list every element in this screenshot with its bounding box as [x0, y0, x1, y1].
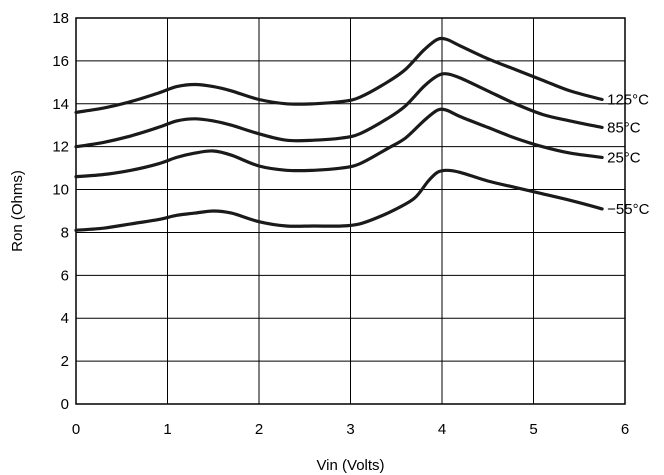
series-line	[74, 36, 604, 114]
y-tick-label: 4	[61, 310, 69, 327]
y-tick-label: 6	[61, 267, 69, 284]
series-label: 85°C	[607, 119, 641, 136]
y-tick-label: 14	[52, 96, 69, 113]
y-tick-label: 16	[52, 53, 69, 70]
x-tick-label: 4	[438, 421, 446, 438]
x-tick-label: 5	[529, 421, 537, 438]
series-label: 25°C	[607, 149, 641, 166]
y-axis-title: Ron (Ohms)	[9, 170, 26, 252]
x-tick-label: 0	[72, 421, 80, 438]
x-axis-title: Vin (Volts)	[316, 457, 384, 474]
series-line	[74, 168, 604, 232]
plot-area-frame	[75, 17, 626, 405]
x-axis-ticks: 0 1 2 3 4 5 6	[72, 421, 629, 438]
x-tick-label: 2	[255, 421, 263, 438]
x-tick-label: 1	[163, 421, 171, 438]
x-tick-label: 6	[621, 421, 629, 438]
series-label: 125°C	[607, 91, 649, 108]
y-tick-label: 10	[52, 182, 69, 199]
y-tick-label: 12	[52, 139, 69, 156]
grid	[75, 17, 626, 405]
y-tick-label: 0	[61, 396, 69, 413]
y-tick-label: 18	[52, 10, 69, 27]
series-label: −55°C	[607, 201, 649, 218]
x-tick-label: 3	[346, 421, 354, 438]
y-tick-label: 8	[61, 224, 69, 241]
series-lines	[74, 36, 604, 232]
series-line	[74, 107, 604, 179]
y-tick-label: 2	[61, 353, 69, 370]
y-axis-ticks: 0 2 4 6 8 10 12 14 16 18	[52, 10, 69, 413]
series-line	[74, 72, 604, 149]
series-labels: 125°C 85°C 25°C −55°C	[607, 91, 649, 217]
